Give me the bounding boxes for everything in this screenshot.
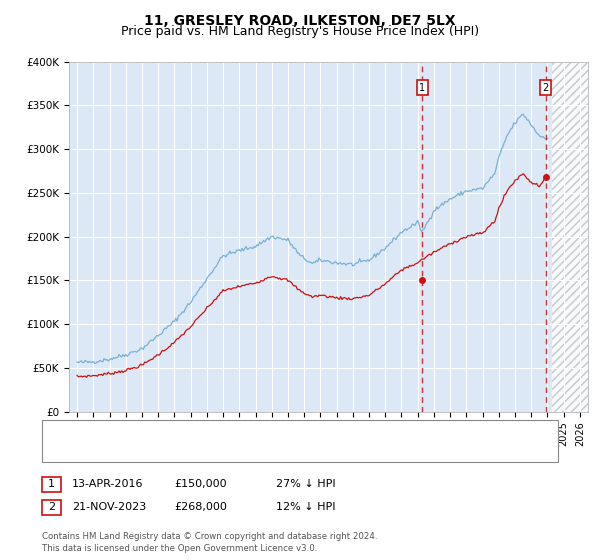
Text: £268,000: £268,000 [174, 502, 227, 512]
Text: ——: —— [49, 444, 74, 457]
Text: 21-NOV-2023: 21-NOV-2023 [72, 502, 146, 512]
Text: 2: 2 [543, 83, 549, 93]
Text: Price paid vs. HM Land Registry's House Price Index (HPI): Price paid vs. HM Land Registry's House … [121, 25, 479, 38]
Text: 27% ↓ HPI: 27% ↓ HPI [276, 479, 335, 489]
Text: HPI: Average price, detached house, Erewash: HPI: Average price, detached house, Erew… [73, 445, 310, 455]
Text: 11, GRESLEY ROAD, ILKESTON, DE7 5LX: 11, GRESLEY ROAD, ILKESTON, DE7 5LX [144, 14, 456, 28]
Text: 13-APR-2016: 13-APR-2016 [72, 479, 143, 489]
Text: £150,000: £150,000 [174, 479, 227, 489]
Text: 12% ↓ HPI: 12% ↓ HPI [276, 502, 335, 512]
Text: 1: 1 [48, 479, 55, 489]
Text: 2: 2 [48, 502, 55, 512]
Bar [551, 62, 588, 412]
Text: Contains HM Land Registry data © Crown copyright and database right 2024.
This d: Contains HM Land Registry data © Crown c… [42, 532, 377, 553]
Text: 1: 1 [419, 83, 425, 93]
Text: ——: —— [49, 425, 74, 438]
Text: 11, GRESLEY ROAD, ILKESTON, DE7 5LX (detached house): 11, GRESLEY ROAD, ILKESTON, DE7 5LX (det… [73, 427, 376, 437]
